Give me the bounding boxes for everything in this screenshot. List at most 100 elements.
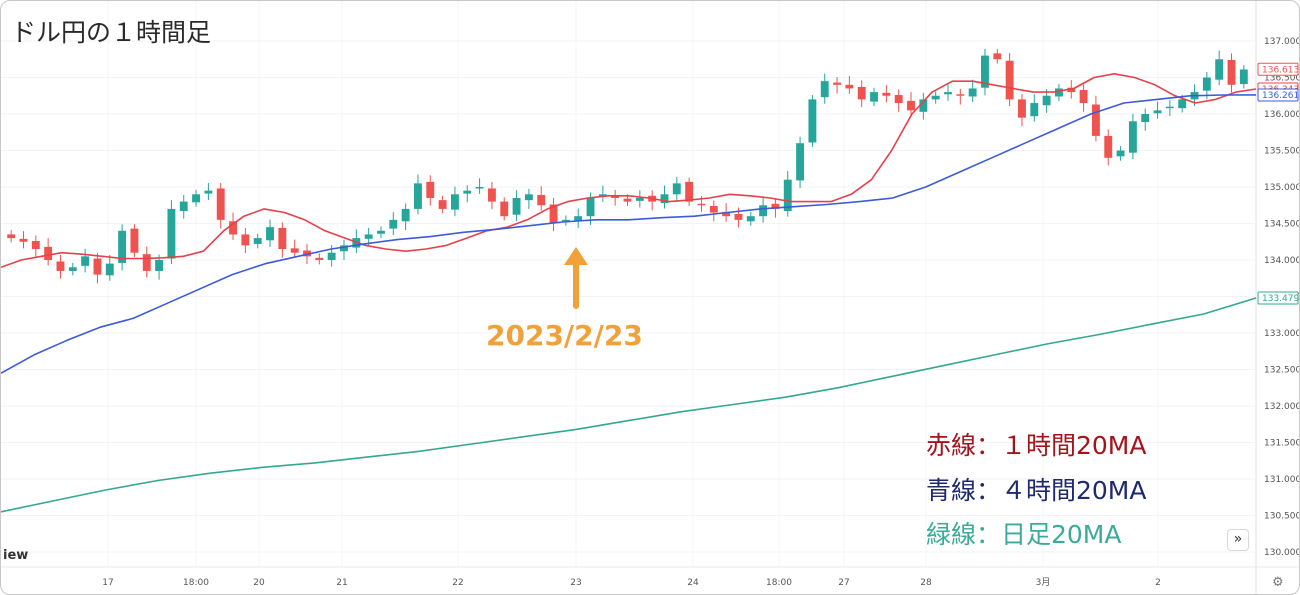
annotation-date-label: 2023/2/23: [486, 319, 643, 352]
ma-4h-20-blue-line: [1, 94, 1257, 374]
candle-body: [549, 204, 558, 224]
candle-body: [808, 99, 817, 143]
candle-body: [537, 195, 546, 206]
candle-body: [130, 228, 139, 253]
candle-body: [142, 254, 151, 271]
time-tick-label: 18:00: [183, 578, 209, 588]
candle-body: [31, 241, 40, 250]
price-tag-box: [1257, 88, 1299, 102]
candle-body: [487, 188, 496, 202]
candle-body: [524, 194, 533, 201]
price-tick-label: 132.000: [1264, 402, 1299, 412]
candle-body: [623, 198, 632, 202]
candle-body: [1005, 60, 1014, 100]
annotation-arrow: [564, 247, 588, 309]
candle-body: [931, 95, 940, 100]
candle-body: [1239, 69, 1248, 85]
candle-body: [377, 230, 385, 234]
candle-body: [1202, 77, 1211, 91]
price-tag-box: [1257, 291, 1299, 305]
time-tick-label: 17: [102, 578, 113, 588]
candle-body: [1227, 59, 1236, 85]
settings-icon[interactable]: ⚙: [1272, 575, 1284, 590]
candle-body: [1018, 99, 1026, 118]
candle-body: [401, 208, 410, 222]
candle-body: [833, 82, 841, 85]
price-tag-label: 133.479: [1262, 294, 1299, 304]
candle-body: [1178, 99, 1187, 109]
candle-body: [1104, 135, 1113, 158]
candle-body: [759, 205, 768, 217]
price-tick-label: 134.500: [1264, 220, 1299, 230]
candle-body: [1128, 121, 1137, 153]
candle-body: [118, 230, 127, 263]
candle-body: [266, 227, 274, 241]
candle-body: [611, 196, 620, 198]
candle-body: [253, 238, 262, 244]
candle-body: [450, 194, 459, 210]
candle-body: [167, 208, 176, 259]
scroll-to-latest-button[interactable]: »: [1227, 529, 1249, 551]
candle-body: [512, 197, 521, 215]
time-tick-label: 28: [920, 578, 932, 588]
price-tag-label: 136.261: [1262, 91, 1299, 101]
brand-fragment: iew: [3, 548, 29, 563]
price-tag-box: [1257, 62, 1299, 76]
time-tick-label: 18:00: [766, 578, 792, 588]
price-tick-label: 135.000: [1264, 183, 1299, 193]
price-tick-label: 131.500: [1264, 439, 1299, 449]
candle-body: [956, 94, 965, 96]
annotation-arrow-head: [564, 247, 588, 265]
candle-body: [1153, 110, 1162, 114]
candle-body: [93, 258, 102, 275]
price-axis[interactable]: 137.000 136.500 136.000 135.500 135.000 134.5…: [1264, 37, 1299, 558]
candle-body: [7, 234, 16, 239]
time-axis[interactable]: 17 18:00 20 21 22 23 24 18:00 27 28 3月 2: [102, 577, 1161, 588]
time-tick-label: 24: [687, 578, 699, 588]
time-tick-label: 21: [336, 578, 347, 588]
ma-daily-20-green-line: [1, 297, 1257, 513]
time-tick-label: 2: [1155, 578, 1161, 588]
candle-body: [44, 246, 53, 260]
candle-body: [882, 92, 891, 96]
candle-body: [1030, 103, 1039, 117]
candle-body: [1054, 88, 1063, 97]
candle-body: [278, 227, 287, 250]
candle-body: [364, 234, 373, 239]
time-tick-label: 20: [253, 578, 265, 588]
candle-body: [105, 263, 114, 276]
candle-body: [709, 205, 718, 213]
candlesticks: [7, 49, 1248, 284]
price-tag: 133.479: [1257, 291, 1299, 305]
candle-body: [426, 181, 435, 198]
candle-body: [796, 143, 805, 181]
moving-average-lines: [1, 73, 1257, 513]
candle-body: [1079, 89, 1088, 104]
price-tag: 136.261: [1257, 88, 1299, 102]
price-tick-label: 132.500: [1264, 366, 1299, 376]
candle-body: [672, 183, 681, 195]
legend-red-line: 赤線：１時間20MA: [926, 431, 1147, 460]
price-tag-label: 136.613: [1262, 65, 1299, 75]
candle-body: [340, 245, 348, 252]
candle-body: [155, 260, 164, 271]
price-tick-label: 136.500: [1264, 74, 1299, 84]
time-tick-label: 3月: [1036, 577, 1051, 588]
candle-body: [561, 219, 570, 222]
candle-body: [290, 248, 299, 253]
price-tick-label: 133.000: [1264, 329, 1299, 339]
candle-body: [660, 194, 669, 204]
candle-body: [475, 187, 484, 189]
candle-body: [783, 179, 792, 212]
candle-body: [586, 197, 595, 217]
candle-body: [746, 216, 755, 222]
candle-body: [315, 257, 324, 260]
candle-body: [1215, 59, 1224, 80]
candle-body: [179, 201, 188, 212]
candle-body: [241, 234, 250, 246]
legend-green-line: 緑線：日足20MA: [926, 520, 1122, 549]
candle-body: [1116, 150, 1125, 157]
